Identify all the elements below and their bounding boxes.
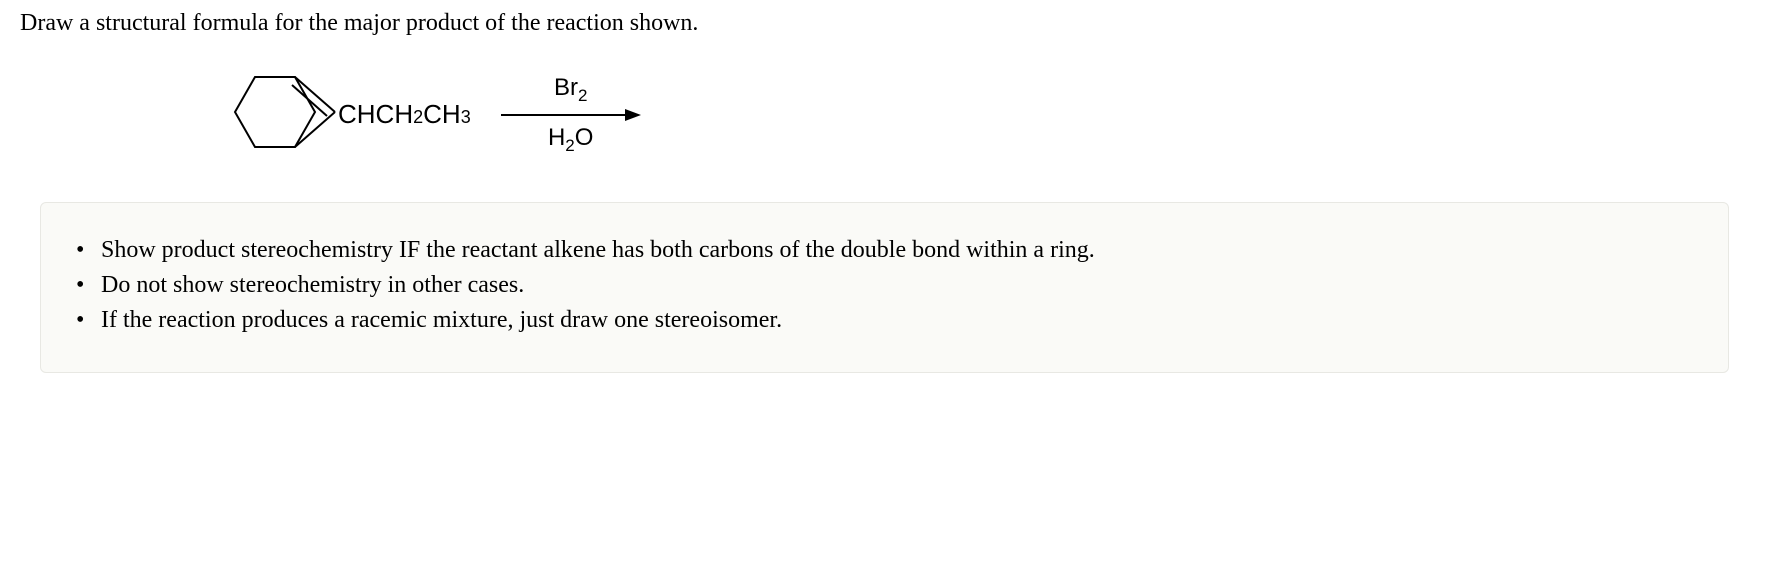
list-item: Show product stereochemistry IF the reac… — [101, 233, 1693, 268]
exocyclic-bond-outer — [295, 77, 335, 112]
list-item: Do not show stereochemistry in other cas… — [101, 268, 1693, 303]
reagent-bottom-base2: O — [575, 124, 594, 151]
substituent-formula: CHCH2CH3 — [338, 99, 471, 130]
cyclohexane-ring — [220, 67, 340, 162]
question-prompt: Draw a structural formula for the major … — [20, 10, 1749, 37]
formula-part1: CHCH — [338, 99, 413, 130]
instructions-panel: Show product stereochemistry IF the reac… — [40, 202, 1729, 373]
reagent-bottom-sub: 2 — [565, 135, 574, 154]
reaction-arrow-icon — [501, 108, 641, 122]
reagent-top: Br2 — [554, 74, 587, 106]
reagent-top-sub: 2 — [578, 86, 587, 105]
reagent-bottom: H2O — [548, 124, 593, 156]
reaction-scheme: CHCH2CH3 Br2 H2O — [220, 67, 1749, 162]
reagent-top-base: Br — [554, 74, 578, 101]
reaction-arrow-group: Br2 H2O — [501, 74, 641, 156]
formula-part2: CH — [423, 99, 461, 130]
exocyclic-bond-lower — [295, 112, 335, 147]
reagent-bottom-base1: H — [548, 124, 565, 151]
list-item: If the reaction produces a racemic mixtu… — [101, 303, 1693, 338]
hexagon-shape — [235, 77, 315, 147]
formula-sub1: 2 — [413, 107, 423, 128]
instructions-list: Show product stereochemistry IF the reac… — [76, 233, 1693, 337]
formula-sub2: 3 — [461, 107, 471, 128]
